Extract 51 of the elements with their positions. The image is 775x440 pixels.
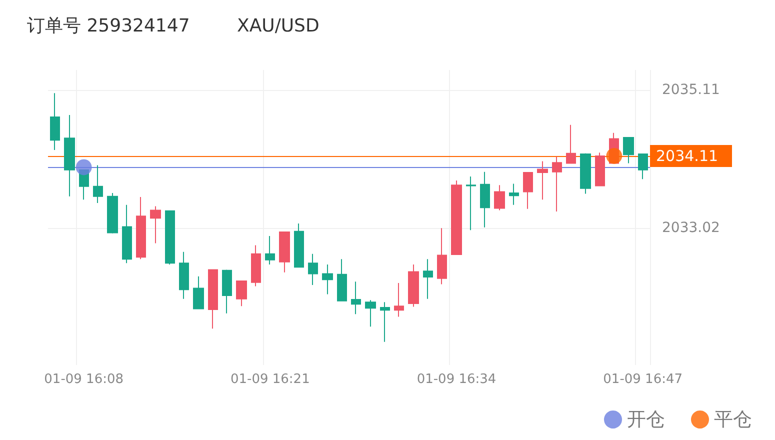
candlestick: [380, 302, 390, 342]
legend-label: 平仓: [714, 408, 752, 430]
ref-line-label: 2034.11: [656, 146, 718, 165]
candlestick: [322, 264, 333, 295]
candlestick: [423, 258, 433, 300]
candlestick: [552, 156, 562, 212]
candlestick: [451, 180, 462, 256]
candlestick: [251, 244, 261, 287]
candlestick: [179, 251, 189, 300]
candlestick: [623, 136, 634, 164]
candlestick: [365, 300, 376, 328]
candlestick: [509, 183, 519, 206]
candlestick: [122, 204, 132, 264]
legend-label: 开仓: [627, 408, 665, 430]
candlestick: [408, 264, 419, 308]
candlestick: [136, 196, 146, 260]
y-tick-label: 2035.11: [662, 82, 720, 98]
candlestick: [222, 269, 232, 314]
candlestick: [638, 154, 648, 180]
candlestick: [279, 232, 290, 273]
candlestick: [150, 206, 161, 244]
candlestick: [236, 280, 247, 307]
candlestick: [480, 171, 490, 228]
candlestick: [294, 222, 304, 268]
candlestick: [566, 124, 576, 164]
candlestick: [50, 92, 60, 151]
candlestick: [193, 276, 204, 310]
x-tick-label: 01-09 16:21: [230, 372, 310, 387]
x-tick-label: 01-09 16:08: [44, 372, 124, 387]
candlestick: [523, 172, 533, 210]
candlestick: [394, 282, 404, 318]
y-tick-label: 2033.02: [662, 220, 720, 236]
candlestick: [107, 192, 118, 234]
candlestick: [208, 269, 218, 330]
candlestick: [165, 210, 175, 265]
chart-subtitle: XAU/USD: [237, 16, 320, 36]
x-tick-label: 01-09 16:47: [603, 372, 683, 387]
chart-title: 订单号 259324147: [27, 16, 190, 36]
candlestick: [337, 258, 347, 302]
candlestick: [537, 160, 548, 200]
candlestick: [580, 152, 591, 194]
candlestick: [93, 164, 103, 204]
candlestick: [466, 176, 476, 231]
candlestick: [351, 281, 361, 315]
x-tick-label: 01-09 16:34: [416, 372, 496, 387]
candlestick: [64, 114, 75, 197]
candlestick: [437, 228, 447, 285]
candlestick: [265, 236, 275, 265]
candlestick: [494, 184, 505, 211]
candlestick: [308, 253, 318, 286]
candlestick: [595, 152, 605, 186]
